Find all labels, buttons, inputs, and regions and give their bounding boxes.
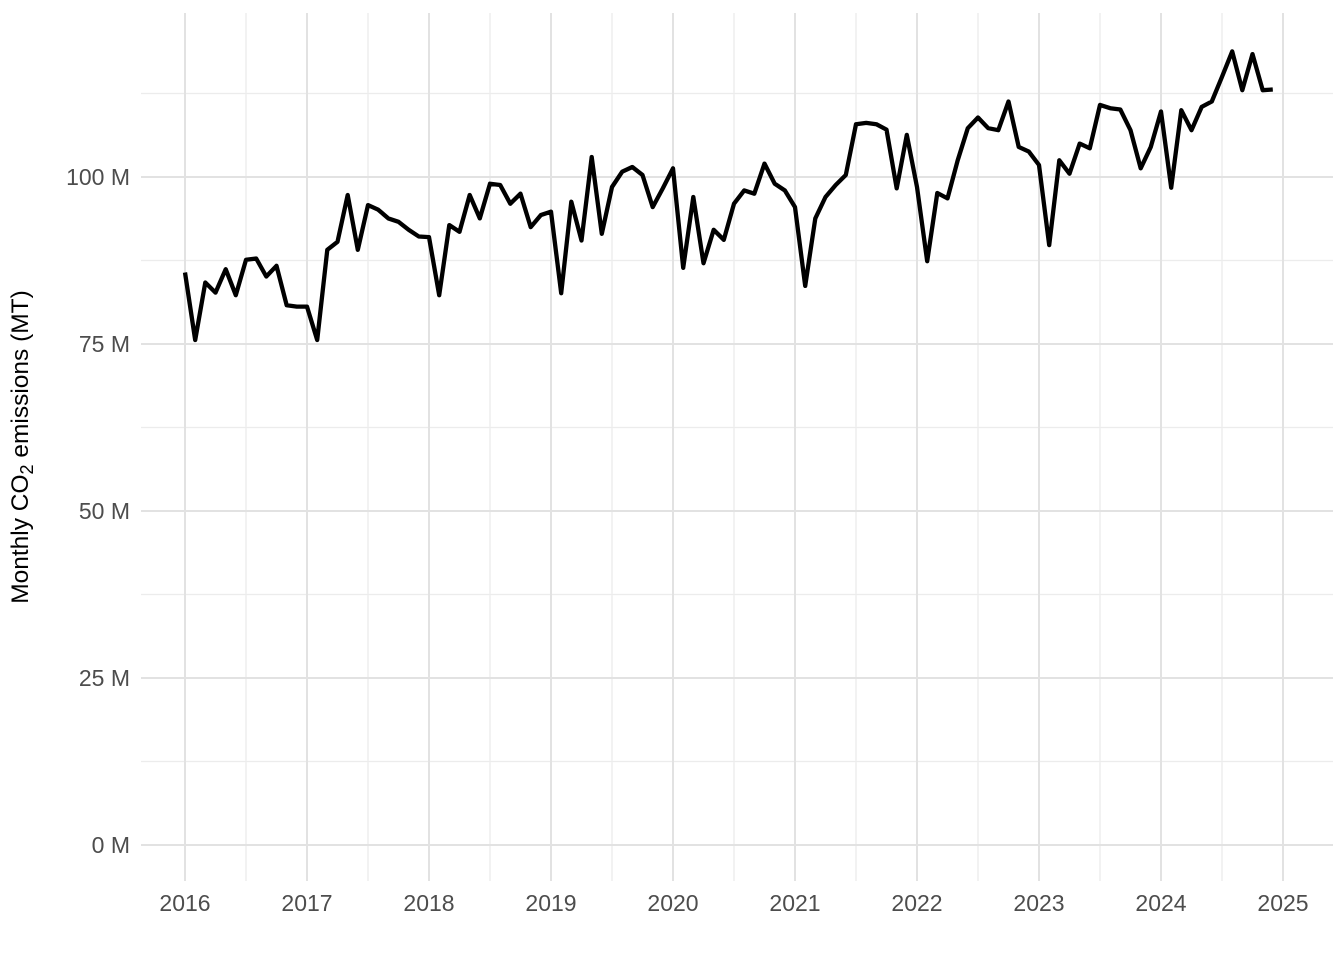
x-axis-tick-label: 2016 [159,890,210,916]
y-axis-tick-label: 75 M [79,331,130,357]
y-axis-tick-label: 25 M [79,665,130,691]
y-axis-tick-label: 50 M [79,498,130,524]
x-axis-tick-label: 2019 [525,890,576,916]
x-axis-tick-label: 2025 [1257,890,1308,916]
x-axis-tick-label: 2021 [769,890,820,916]
x-axis-tick-label: 2022 [891,890,942,916]
y-axis-title: Monthly CO2 emissions (MT) [7,290,37,604]
emissions-line-series [182,49,1273,343]
x-axis-tick-label: 2024 [1135,890,1186,916]
x-axis-tick-label: 2018 [403,890,454,916]
x-axis-tick-label: 2023 [1013,890,1064,916]
x-axis-tick-label: 2017 [281,890,332,916]
y-axis-tick-label: 100 M [66,164,130,190]
x-axis-tick-label: 2020 [647,890,698,916]
y-axis-tick-label: 0 M [92,832,130,858]
